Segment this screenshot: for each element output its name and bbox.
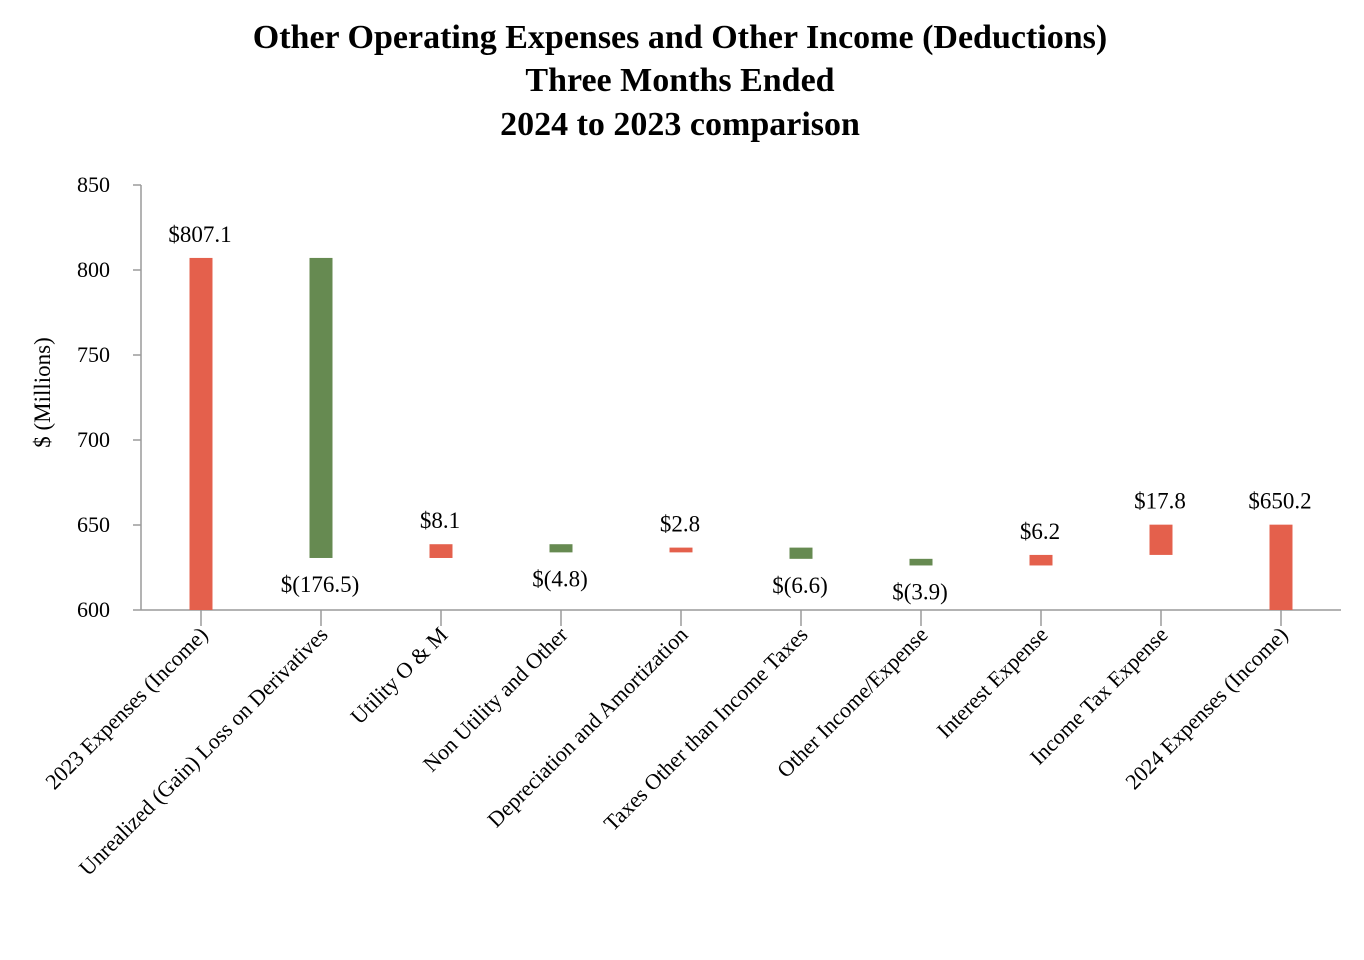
bar-5 (789, 547, 813, 559)
category-label-4: Depreciation and Amortization (482, 622, 692, 832)
title-line-1: Other Operating Expenses and Other Incom… (253, 19, 1107, 56)
y-tick-label: 750 (77, 342, 110, 367)
bar-9 (1269, 524, 1293, 610)
data-label-7: $6.2 (1020, 519, 1060, 544)
data-label-0: $807.1 (168, 222, 231, 247)
data-label-6: $(3.9) (892, 579, 948, 604)
y-tick-label: 800 (77, 257, 110, 282)
bar-8 (1149, 524, 1173, 555)
y-axis-title: $ (Millions) (30, 337, 55, 448)
category-label-7: Interest Expense (932, 622, 1053, 743)
category-label-2: Utility O & M (345, 622, 452, 729)
bar-7 (1029, 554, 1053, 566)
chart-category-labels: 2023 Expenses (Income)Unrealized (Gain) … (40, 621, 1292, 880)
chart-title: Other Operating Expenses and Other Incom… (253, 19, 1107, 143)
chart-data-labels: $807.1 $(176.5) $8.1 $(4.8) $2.8 $(6.6) $(3.9)… (168, 222, 1311, 605)
data-label-8: $17.8 (1134, 489, 1186, 514)
data-label-1: $(176.5) (281, 572, 360, 597)
bar-4 (669, 547, 693, 553)
chart-axes: 600 650 700 750 800 850 $ (Millions) (30, 172, 1341, 626)
bar-2 (429, 544, 453, 558)
data-label-3: $(4.8) (532, 566, 588, 591)
data-label-2: $8.1 (420, 508, 460, 533)
y-tick-label: 700 (77, 427, 110, 452)
category-label-1: Unrealized (Gain) Loss on Derivatives (74, 622, 333, 881)
y-tick-label: 650 (77, 512, 110, 537)
data-label-4: $2.8 (660, 512, 700, 537)
bar-6 (909, 558, 933, 566)
y-tick-label: 850 (77, 172, 110, 197)
y-tick-label: 600 (77, 597, 110, 622)
chart-bars (189, 257, 1293, 610)
bar-1 (309, 257, 333, 558)
data-label-9: $650.2 (1248, 489, 1311, 514)
title-line-3: 2024 to 2023 comparison (500, 106, 860, 143)
category-label-5: Taxes Other than Income Taxes (599, 622, 813, 836)
bar-3 (549, 544, 573, 553)
bar-0 (189, 257, 213, 610)
data-label-5: $(6.6) (772, 573, 828, 598)
title-line-2: Three Months Ended (525, 62, 834, 99)
